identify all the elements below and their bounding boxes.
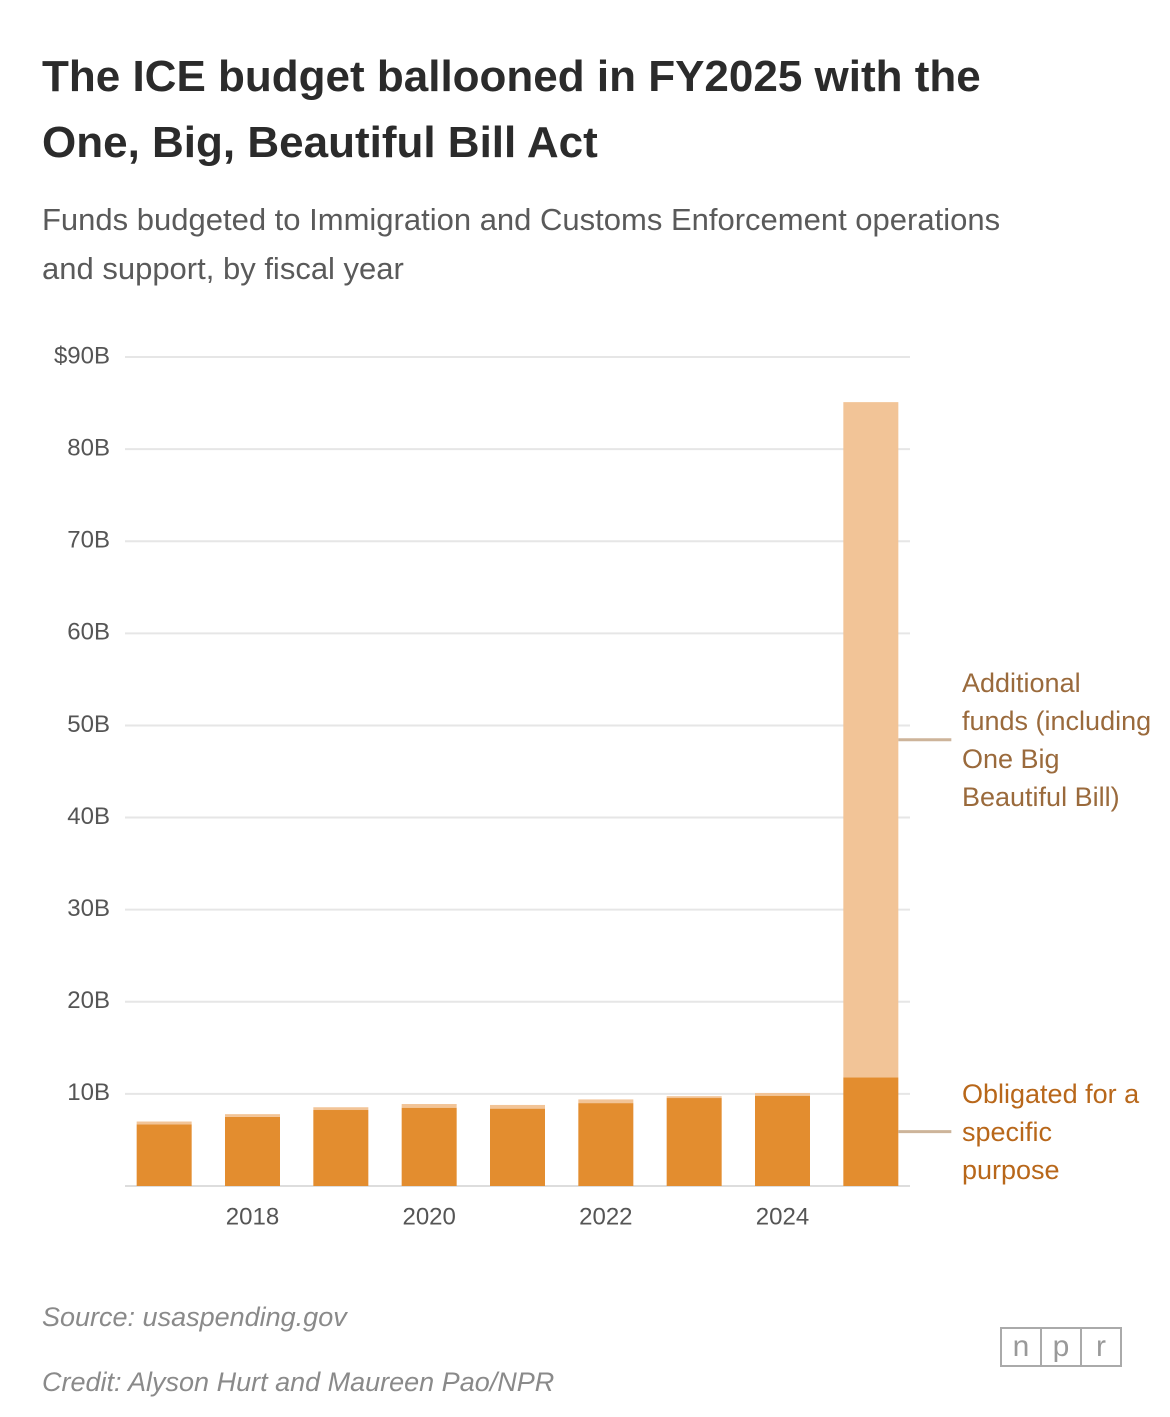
y-tick-label: $90B	[54, 342, 110, 369]
y-tick-label: 80B	[67, 434, 110, 461]
bar-segment	[578, 1103, 634, 1186]
y-tick-label: 70B	[67, 527, 110, 554]
bar-segment	[490, 1104, 545, 1109]
x-tick-label: 2022	[579, 1203, 632, 1230]
bar-segment	[490, 1108, 545, 1186]
bar-segment	[666, 1096, 722, 1099]
chart-title: The ICE budget ballooned in FY2025 with …	[42, 52, 981, 167]
legend-label: Additional funds (including One Big Beau…	[962, 667, 1152, 812]
bar-segment	[136, 1124, 192, 1186]
bar-segment	[755, 1092, 810, 1096]
logo-letter: n	[1012, 1330, 1030, 1363]
logo: n p r	[1000, 1327, 1122, 1367]
bar-segment	[843, 1077, 899, 1186]
bar-segment	[313, 1110, 369, 1186]
bar-segment	[578, 1099, 634, 1104]
y-tick-label: 50B	[67, 711, 110, 738]
logo-letter: p	[1040, 1329, 1080, 1365]
bar-segment	[755, 1095, 810, 1186]
logo-letter: r	[1080, 1329, 1120, 1365]
bar-segment	[225, 1114, 280, 1117]
legend-label: Obligated for a specific purpose	[962, 1078, 1140, 1185]
y-tick-label: 40B	[67, 803, 110, 830]
y-tick-label: 10B	[67, 1079, 110, 1106]
source: Source: usaspending.gov	[42, 1302, 347, 1332]
bar-segment	[225, 1116, 280, 1186]
bar-segment	[401, 1104, 457, 1108]
y-tick-label: 60B	[67, 619, 110, 646]
bar-segment	[401, 1107, 457, 1186]
chart-subtitle: Funds budgeted to Immigration and Custom…	[42, 202, 1001, 286]
bar-segment	[313, 1107, 369, 1111]
x-tick-label: 2020	[402, 1203, 455, 1230]
y-tick-label: 20B	[67, 987, 110, 1014]
x-tick-label: 2024	[756, 1203, 809, 1230]
x-tick-label: 2018	[226, 1203, 279, 1230]
y-tick-label: 30B	[67, 895, 110, 922]
bar-segment	[843, 402, 899, 1078]
bar-segment	[136, 1121, 192, 1125]
credit: Credit: Alyson Hurt and Maureen Pao/NPR	[42, 1367, 555, 1397]
bar-segment	[666, 1098, 722, 1186]
